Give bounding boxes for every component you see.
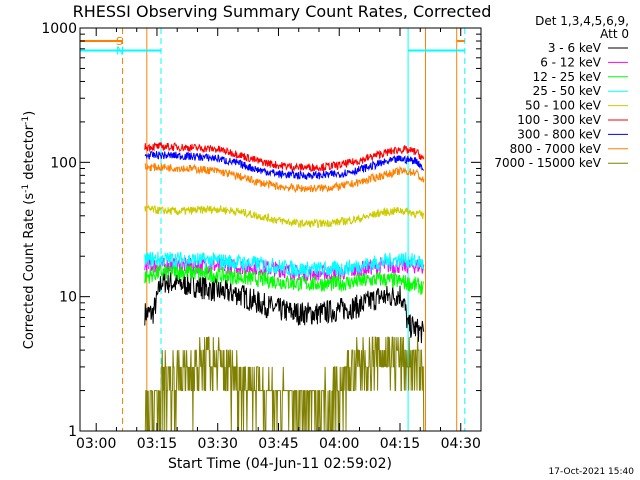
flag-label-1: N — [116, 44, 124, 57]
legend-label-7: 800 - 7000 keV — [510, 142, 602, 156]
series-line-3 — [144, 251, 425, 278]
plot-area: SN — [80, 28, 466, 432]
footer-timestamp: 17-Oct-2021 15:40 — [549, 467, 635, 477]
x-tick-label-5: 04:15 — [380, 436, 420, 452]
x-tick-label-3: 03:45 — [258, 436, 298, 452]
legend-label-5: 100 - 300 keV — [517, 113, 601, 127]
x-tick-label-2: 03:30 — [198, 436, 238, 452]
x-axis-label: Start Time (04-Jun-11 02:59:02) — [168, 456, 392, 472]
legend-header: Det 1,3,4,5,6,9, — [535, 14, 629, 28]
y-tick-label-2: 100 — [50, 155, 77, 171]
legend-label-4: 50 - 100 keV — [525, 99, 602, 113]
legend-label-6: 300 - 800 keV — [517, 127, 601, 141]
series-line-6 — [144, 150, 425, 180]
series-line-7 — [144, 163, 425, 194]
legend-label-0: 3 - 6 keV — [548, 41, 602, 55]
series-line-2 — [144, 263, 425, 295]
x-tick-label-1: 03:15 — [137, 436, 177, 452]
x-axis: 03:00 03:15 03:30 03:45 04:00 04:15 04:30 — [76, 28, 482, 452]
legend-label-1: 6 - 12 keV — [540, 55, 602, 69]
series-line-4 — [144, 204, 425, 229]
x-tick-label-0: 03:00 — [76, 436, 116, 452]
series-line-5 — [144, 142, 425, 173]
y-tick-label-3: 1000 — [41, 21, 77, 37]
y-tick-label-0: 1 — [68, 424, 77, 440]
legend-header-att: Att 0 — [600, 27, 629, 41]
series-line-8 — [144, 336, 425, 432]
flag-label-0: S — [116, 35, 123, 48]
chart-title: RHESSI Observing Summary Count Rates, Co… — [73, 2, 492, 21]
y-axis: 1 10 100 1000 — [41, 21, 481, 440]
x-tick-label-6: 04:30 — [441, 436, 481, 452]
legend-label-2: 12 - 25 keV — [533, 70, 602, 84]
y-tick-label-1: 10 — [59, 290, 77, 306]
x-tick-label-4: 04:00 — [319, 436, 359, 452]
y-axis-label: Corrected Count Rate (s-1 detector-1) — [21, 111, 37, 349]
plot-frame — [79, 27, 482, 432]
legend-label-8: 7000 - 15000 keV — [494, 156, 601, 170]
legend-label-3: 25 - 50 keV — [533, 84, 602, 98]
